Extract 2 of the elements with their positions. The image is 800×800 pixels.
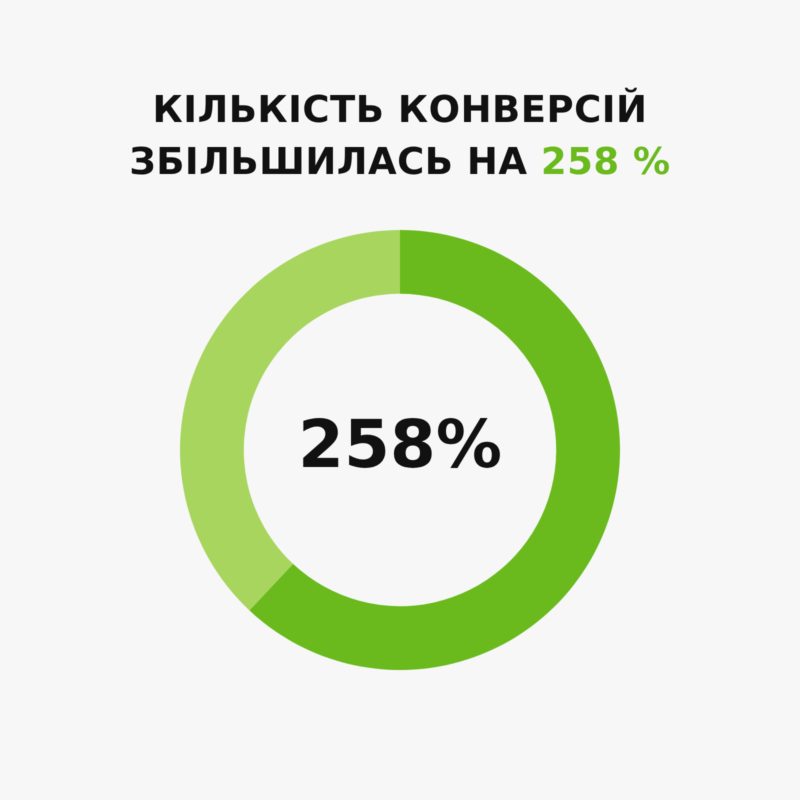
chart-title: КІЛЬКІСТЬ КОНВЕРСІЙ ЗБІЛЬШИЛАСЬ НА 258 % [128, 86, 672, 185]
text: 258% [298, 406, 502, 484]
